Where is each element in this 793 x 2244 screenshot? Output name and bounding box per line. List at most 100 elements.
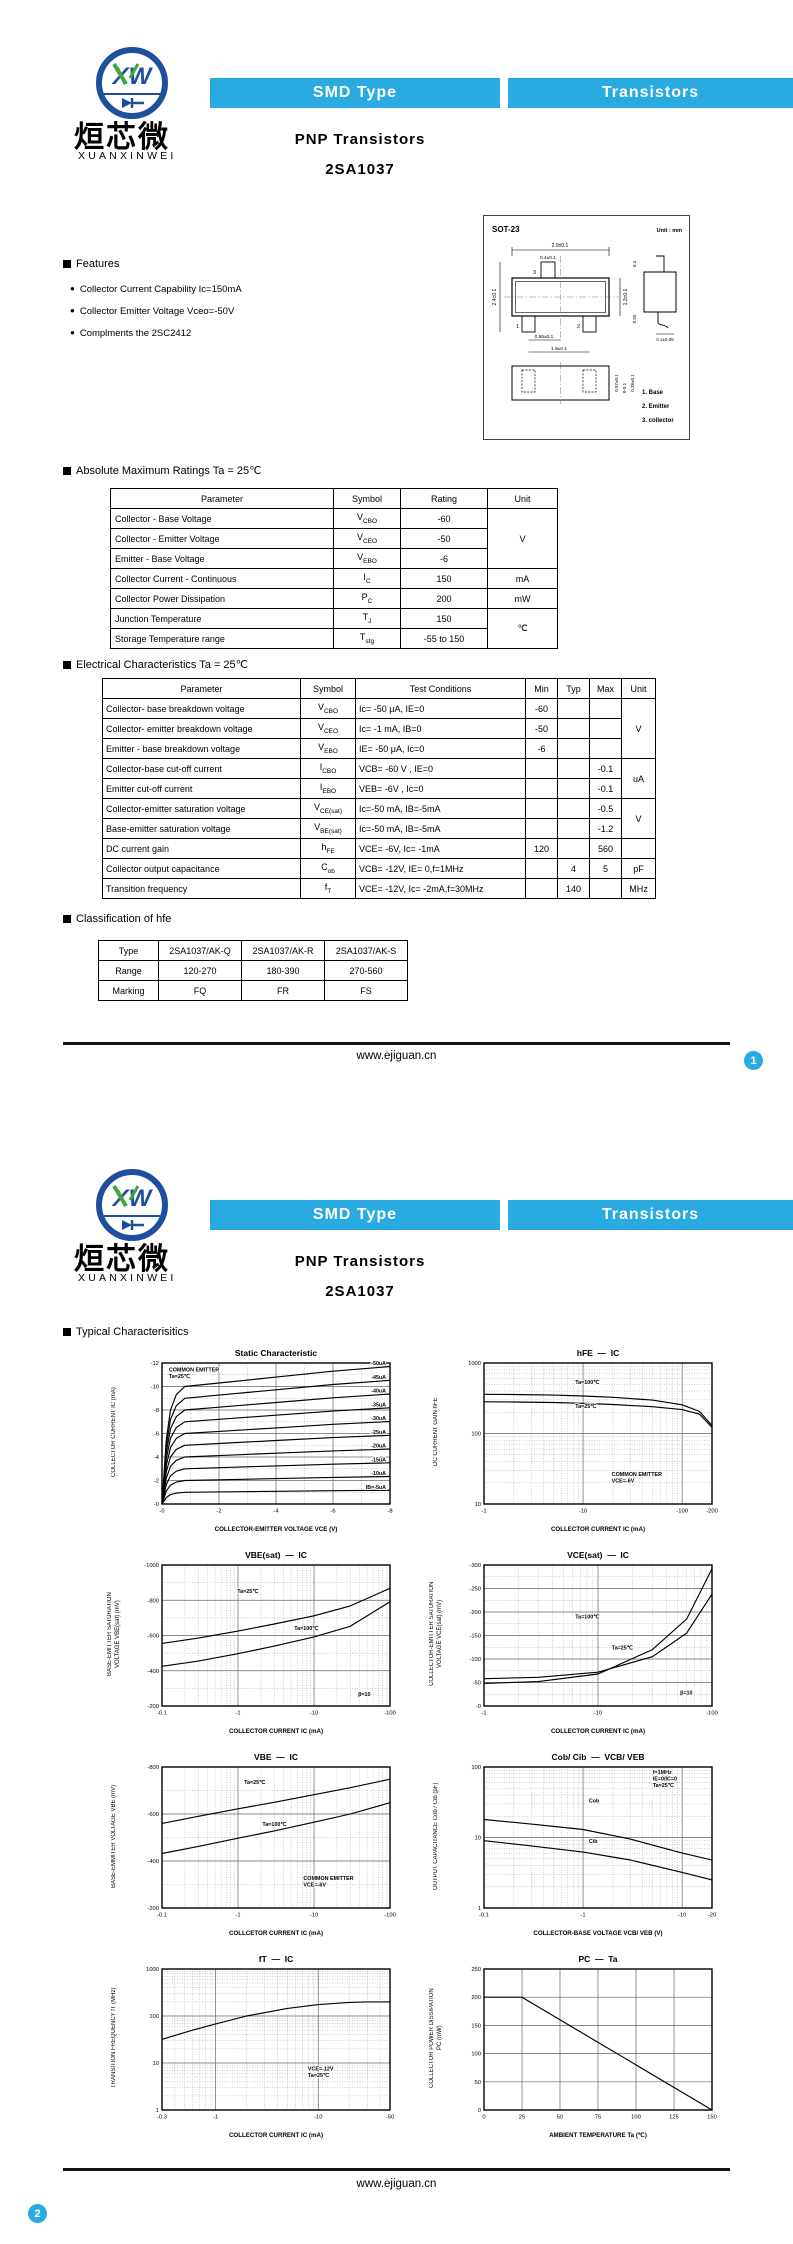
- chart-y-axis-label: BASE-EMMITER VOLTAGE VBE (mV): [111, 1784, 118, 1888]
- svg-text:-10: -10: [310, 1913, 318, 1919]
- chart-static-characteristic: Static Characteristic COLLECTOR CURRENT …: [100, 1348, 398, 1546]
- svg-text:-45uA: -45uA: [371, 1375, 386, 1381]
- section-marker: [63, 915, 71, 923]
- cell-max: 560: [589, 838, 622, 859]
- svg-text:β=10: β=10: [680, 1691, 692, 1697]
- svg-text:-8: -8: [154, 1408, 159, 1414]
- cell-parameter: Collector Power Dissipation: [110, 588, 334, 609]
- svg-text:-100: -100: [469, 1657, 481, 1663]
- svg-text:-4: -4: [273, 1509, 279, 1515]
- svg-text:-10: -10: [678, 1913, 686, 1919]
- cell-parameter: Collector output capacitance: [102, 858, 301, 879]
- chart-plot-area: -1 -10 -100 -0 -50 -100 -150 -200 -250 -300 Ta=100…: [454, 1560, 720, 1736]
- cell-conditions: VCE= -12V, Ic= -2mA,f=30MHz: [355, 878, 526, 899]
- banner-smd-type: SMD Type: [210, 78, 500, 108]
- svg-text:75: 75: [595, 2115, 601, 2121]
- cell-rating: -6: [400, 548, 488, 569]
- cell-min: [525, 798, 558, 819]
- cell-typ: [557, 718, 590, 739]
- chart-title: hFE — IC: [576, 1348, 620, 1358]
- svg-text:10: 10: [475, 1836, 481, 1842]
- col-header-symbol: Symbol: [333, 488, 401, 509]
- dim-pin-span: 1.9±0.1: [551, 346, 567, 352]
- feature-item: Complments the 2SC2412: [70, 328, 191, 339]
- cell-min: [525, 818, 558, 839]
- svg-text:-0: -0: [159, 1509, 164, 1515]
- svg-text:-10uA: -10uA: [371, 1471, 386, 1477]
- cell-type-r: 2SA1037/AK-R: [241, 940, 325, 961]
- svg-text:-800: -800: [147, 1765, 159, 1771]
- chart-cob-cib-vcb: Cob/ Cib — VCB/ VEB OUTPUT CAPACITANCE C…: [422, 1752, 720, 1950]
- svg-text:-15uA: -15uA: [371, 1457, 386, 1463]
- cell-min: [525, 758, 558, 779]
- footer-url: www.ejiguan.cn: [356, 2178, 437, 2190]
- table-row: Marking FQ FR FS: [98, 980, 408, 1001]
- svg-text:0: 0: [482, 2115, 485, 2121]
- cell-parameter: Storage Temperature range: [110, 628, 334, 649]
- svg-text:-6: -6: [330, 1509, 335, 1515]
- svg-text:-4: -4: [154, 1455, 160, 1461]
- dim-tab-width: 0.4±0.1: [540, 255, 556, 261]
- cell-max: -1.2: [589, 818, 622, 839]
- svg-text:-10: -10: [579, 1509, 587, 1515]
- footer-url: www.ejiguan.cn: [356, 1050, 437, 1062]
- cell-min: [525, 778, 558, 799]
- svg-text:VCE=-6V: VCE=-6V: [303, 1882, 326, 1888]
- cell-unit: mA: [487, 568, 558, 589]
- chart-title: Static Characteristic: [234, 1348, 318, 1358]
- cell-symbol: hFE: [300, 838, 356, 859]
- cell-unit: MHz: [621, 878, 656, 899]
- table-row: Type 2SA1037/AK-Q 2SA1037/AK-R 2SA1037/A…: [98, 940, 408, 961]
- table-row: Collector- base breakdown voltage VCBO I…: [102, 698, 656, 759]
- cell-conditions: VEB= -6V , Ic=0: [355, 778, 526, 799]
- svg-text:-0.3: -0.3: [157, 2115, 167, 2121]
- cell-symbol: IEBO: [300, 778, 356, 799]
- cell-parameter: Emitter cut-off current: [102, 778, 301, 799]
- package-name: SOT-23: [492, 225, 520, 234]
- dim-lead-top: 0.4: [632, 260, 637, 267]
- cell-conditions: IE= -50 μA, Ic=0: [355, 738, 526, 759]
- cell-conditions: Ic=-50 mA, IB=-5mA: [355, 798, 526, 819]
- chart-vbe-ic: VBE — IC BASE-EMMITER VOLTAGE VBE (mV) -…: [100, 1752, 398, 1950]
- cell-conditions: Ic= -1 mA, IB=0: [355, 718, 526, 739]
- electrical-characteristics-table: Parameter Symbol Test Conditions Min Typ…: [102, 678, 656, 899]
- cell-marking-q: FQ: [158, 980, 242, 1001]
- product-line-title: PNP Transistors: [294, 1253, 426, 1270]
- svg-text:Ta=25℃: Ta=25℃: [244, 1779, 265, 1786]
- section-marker: [63, 260, 71, 268]
- svg-text:-40uA: -40uA: [371, 1389, 386, 1395]
- dim-lead-mid: 0.55: [632, 314, 637, 323]
- svg-text:100: 100: [149, 2014, 159, 2020]
- table-row: Emitter cut-off current IEBO VEB= -6V , …: [102, 778, 656, 799]
- svg-text:1: 1: [156, 2108, 159, 2114]
- table-row: Emitter - base breakdown voltage VEBO IE…: [102, 738, 656, 759]
- chart-y-axis-label: BASE-EMITTER SATURATION VOLTAGE VBE(sat)…: [107, 1592, 121, 1676]
- dim-lead-width: 0.38±0.1: [630, 374, 635, 392]
- cell-parameter: Transition frequency: [102, 878, 301, 899]
- section-marker: [63, 1328, 71, 1336]
- sot23-drawing: SOT-23 Unit : mm 2.9±0.1 0.4±0.1 3 1 2 2…: [492, 225, 682, 424]
- cell-unit: V: [621, 698, 656, 759]
- svg-text:VCE=-6V: VCE=-6V: [612, 1478, 635, 1484]
- svg-text:Ta=25℃: Ta=25℃: [308, 2072, 329, 2079]
- cell-range-s: 270-560: [324, 960, 408, 981]
- cell-symbol: VEBO: [300, 738, 356, 759]
- svg-text:COMMON EMITTER: COMMON EMITTER: [169, 1367, 219, 1373]
- svg-text:Ta=100℃: Ta=100℃: [575, 1614, 599, 1621]
- dim-body-height: 2.4±0.1: [492, 288, 498, 305]
- col-header-conditions: Test Conditions: [355, 678, 526, 699]
- cell-typ: [557, 798, 590, 819]
- cell-typ: 140: [557, 878, 590, 899]
- svg-text:25: 25: [519, 2115, 525, 2121]
- svg-text:100: 100: [631, 2115, 641, 2121]
- cell-unit: V: [621, 798, 656, 839]
- product-line-title: PNP Transistors: [294, 131, 426, 148]
- chart-ft-ic: fT — IC TRANSITION FREQUENCY fT (MHz) -0…: [100, 1954, 398, 2152]
- table-row: Storage Temperature range Tstg -55 to 15…: [110, 628, 558, 649]
- svg-text:-100: -100: [676, 1509, 688, 1515]
- svg-text:-800: -800: [147, 1598, 159, 1604]
- company-logo-icon: XW: [96, 1169, 168, 1241]
- col-header-symbol: Symbol: [300, 678, 356, 699]
- svg-text:VCE=-12V: VCE=-12V: [308, 2067, 334, 2073]
- col-header-rating: Rating: [400, 488, 488, 509]
